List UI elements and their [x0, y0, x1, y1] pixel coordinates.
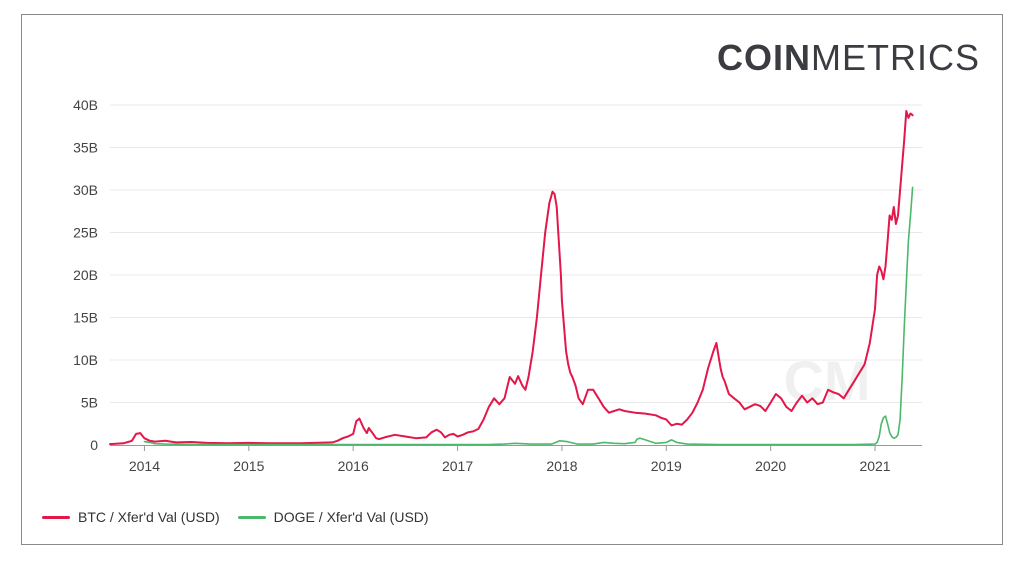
legend-label-btc: BTC / Xfer'd Val (USD) [78, 509, 220, 525]
x-tick-label: 2016 [338, 458, 369, 474]
y-tick-label: 15B [73, 310, 98, 326]
legend-swatch-btc [42, 515, 70, 519]
coinmetrics-logo: COINMETRICS [717, 37, 980, 79]
y-tick-label: 20B [73, 267, 98, 283]
x-tick-label: 2018 [546, 458, 577, 474]
x-tick-label: 2020 [755, 458, 786, 474]
logo-light-text: METRICS [811, 37, 980, 78]
y-tick-label: 40B [73, 97, 98, 113]
legend: BTC / Xfer'd Val (USD) DOGE / Xfer'd Val… [42, 509, 447, 525]
x-tick-label: 2019 [651, 458, 682, 474]
x-axis: 2014 2015 2016 2017 2018 2019 2020 2021 [110, 445, 922, 474]
chart-frame: COINMETRICS CM 0 5B 10B 15B 20B 25B 30B 35B 40B … [21, 14, 1003, 545]
y-tick-label: 5B [81, 395, 98, 411]
series-line-doge [143, 186, 914, 446]
y-tick-label: 25B [73, 225, 98, 241]
x-tick-label: 2015 [233, 458, 264, 474]
y-tick-label: 35B [73, 140, 98, 156]
series-layer [109, 110, 914, 446]
x-tick-label: 2017 [442, 458, 473, 474]
legend-swatch-doge [237, 515, 266, 519]
series-line-btc [109, 110, 914, 446]
legend-item-btc[interactable]: BTC / Xfer'd Val (USD) [42, 509, 220, 525]
x-tick-label: 2021 [859, 458, 890, 474]
legend-label-doge: DOGE / Xfer'd Val (USD) [273, 509, 429, 525]
x-tick-label: 2014 [129, 458, 160, 474]
y-axis: 0 5B 10B 15B 20B 25B 30B 35B 40B [73, 97, 98, 453]
grid-layer [110, 104, 922, 403]
y-tick-label: 30B [73, 182, 98, 198]
y-tick-label: 0 [90, 437, 98, 453]
logo-bold-text: COIN [717, 37, 811, 78]
y-tick-label: 10B [73, 352, 98, 368]
legend-item-doge[interactable]: DOGE / Xfer'd Val (USD) [237, 509, 429, 525]
